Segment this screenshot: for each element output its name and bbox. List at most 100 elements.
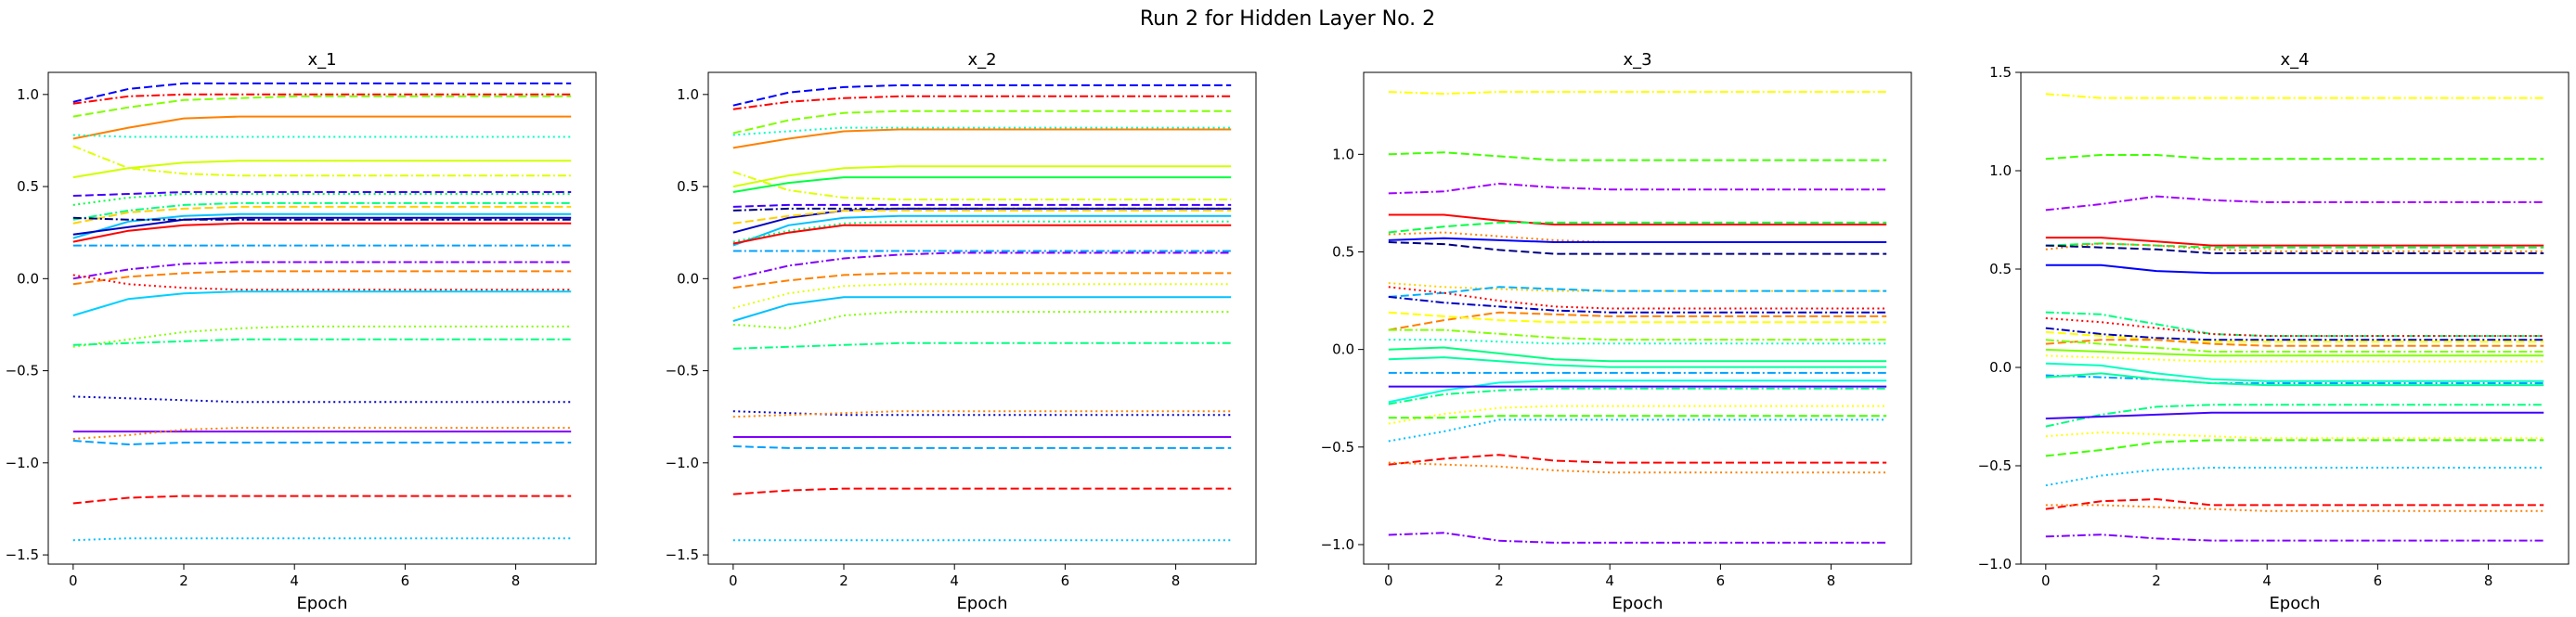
series-line bbox=[2045, 439, 2544, 457]
series-line bbox=[732, 109, 1232, 135]
series-line bbox=[2045, 244, 2544, 254]
y-tick-label: 1.0 bbox=[17, 86, 39, 103]
series-line bbox=[1388, 91, 1887, 96]
x-tick-label: 8 bbox=[2484, 572, 2493, 589]
x-axis-label: Epoch bbox=[1612, 594, 1663, 613]
y-tick-label: 0.5 bbox=[17, 178, 39, 195]
series-line bbox=[72, 440, 572, 446]
subplot-1: x_1 0 2 4 6 8 1.0 0.5 0.0 −0.5 −1.0 −1.5 Epoch bbox=[6, 50, 597, 613]
series-line bbox=[72, 191, 572, 197]
x-axis-label: Epoch bbox=[2269, 594, 2320, 613]
series-line bbox=[1388, 415, 1887, 419]
series-line bbox=[732, 251, 1232, 280]
series-line bbox=[732, 445, 1232, 449]
series-line bbox=[72, 222, 572, 243]
y-tick-label: 1.5 bbox=[1989, 64, 2012, 81]
series-line bbox=[72, 201, 572, 221]
y-tick-label: −0.5 bbox=[1321, 439, 1354, 456]
series-line bbox=[2045, 311, 2544, 338]
series-line bbox=[2045, 339, 2544, 347]
axes-frame bbox=[2020, 71, 2570, 565]
series-line bbox=[72, 290, 572, 316]
x-tick-label: 6 bbox=[401, 572, 410, 589]
y-tick-label: 0.0 bbox=[17, 270, 39, 287]
series-line bbox=[72, 216, 572, 236]
series-line bbox=[1388, 237, 1887, 243]
x-tick-label: 4 bbox=[1605, 572, 1614, 589]
plot-area bbox=[1388, 91, 1887, 544]
x-tick-label: 0 bbox=[729, 572, 738, 589]
y-tick-label: 0.5 bbox=[677, 178, 699, 195]
series-line bbox=[72, 95, 572, 118]
series-line bbox=[732, 220, 1232, 243]
series-line bbox=[72, 193, 572, 206]
series-line bbox=[72, 338, 572, 346]
y-tick-label: −0.5 bbox=[1978, 457, 2012, 474]
series-line bbox=[732, 203, 1232, 208]
y-tick-label: −1.5 bbox=[666, 546, 699, 563]
axes-frame bbox=[1363, 71, 1912, 565]
series-line bbox=[2045, 404, 2544, 428]
series-line bbox=[732, 207, 1232, 234]
series-line bbox=[1388, 311, 1887, 324]
series-line bbox=[1388, 454, 1887, 466]
series-line bbox=[1388, 328, 1887, 341]
x-tick-label: 2 bbox=[1495, 572, 1504, 589]
y-tick-label: 1.0 bbox=[677, 86, 699, 103]
series-line bbox=[732, 410, 1232, 418]
series-line bbox=[2045, 504, 2544, 512]
series-line bbox=[732, 165, 1232, 188]
y-tick-label: −1.0 bbox=[6, 455, 39, 471]
series-line bbox=[2045, 339, 2544, 353]
series-line bbox=[1388, 241, 1887, 255]
series-line bbox=[2045, 497, 2544, 510]
series-line bbox=[1388, 182, 1887, 195]
series-line bbox=[2045, 467, 2544, 487]
x-tick-label: 6 bbox=[2374, 572, 2383, 589]
series-line bbox=[2045, 317, 2544, 338]
y-tick-label: −1.0 bbox=[1978, 556, 2012, 572]
x-tick-label: 2 bbox=[2152, 572, 2161, 589]
subplot-title: x_1 bbox=[307, 50, 336, 70]
series-line bbox=[732, 283, 1232, 310]
series-line bbox=[732, 311, 1232, 329]
series-line bbox=[1388, 286, 1887, 298]
series-line bbox=[72, 495, 572, 505]
series-line bbox=[2045, 354, 2544, 363]
y-tick-label: 1.0 bbox=[1989, 162, 2012, 179]
figure-title: Run 2 for Hidden Layer No. 2 bbox=[1140, 7, 1435, 31]
series-line bbox=[72, 145, 572, 177]
series-line bbox=[732, 214, 1232, 247]
y-tick-label: −0.5 bbox=[6, 363, 39, 379]
series-line bbox=[2045, 431, 2544, 440]
series-line bbox=[72, 427, 572, 440]
series-line bbox=[732, 272, 1232, 289]
y-tick-label: 0.0 bbox=[1989, 359, 2012, 376]
series-line bbox=[732, 209, 1232, 225]
series-line bbox=[732, 95, 1232, 110]
series-line bbox=[2045, 242, 2544, 249]
subplot-title: x_3 bbox=[1623, 50, 1651, 70]
series-line bbox=[72, 261, 572, 280]
series-line bbox=[2045, 533, 2544, 542]
series-line bbox=[732, 84, 1232, 107]
series-line bbox=[1388, 311, 1887, 331]
y-tick-label: −1.0 bbox=[666, 455, 699, 471]
series-line bbox=[72, 395, 572, 404]
y-tick-label: −1.0 bbox=[1321, 536, 1354, 553]
x-tick-label: 8 bbox=[1171, 572, 1181, 589]
series-line bbox=[72, 205, 572, 225]
y-tick-label: 0.0 bbox=[1332, 341, 1354, 358]
series-line bbox=[1388, 151, 1887, 161]
series-line bbox=[732, 341, 1232, 350]
series-line bbox=[2045, 264, 2544, 275]
x-axis-label: Epoch bbox=[956, 594, 1007, 613]
series-line bbox=[2045, 348, 2544, 357]
series-line bbox=[72, 134, 572, 138]
subplot-3: x_3 0 2 4 6 8 1.0 0.5 0.0 −0.5 −1.0 Epoch bbox=[1321, 50, 1912, 613]
series-line bbox=[732, 224, 1232, 245]
series-line bbox=[72, 93, 572, 105]
plot-area bbox=[732, 84, 1232, 542]
